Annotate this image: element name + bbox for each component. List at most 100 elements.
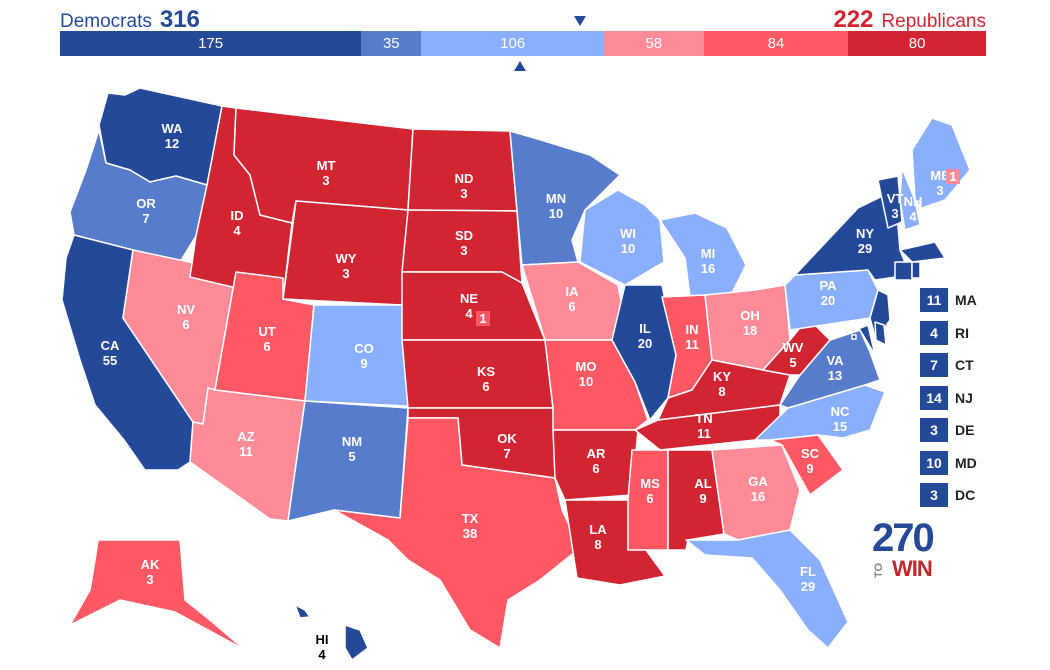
state-ev-ok: 7	[503, 446, 510, 461]
state-label-mt: MT	[317, 158, 336, 173]
state-label-ny: NY	[856, 226, 874, 241]
state-ev-nm: 5	[348, 449, 355, 464]
state-fl[interactable]	[685, 529, 849, 649]
small-state-ev: 7	[920, 353, 948, 377]
state-label-wy: WY	[336, 251, 357, 266]
state-ri[interactable]	[911, 261, 921, 279]
democrats-total: Democrats 316	[60, 6, 200, 34]
state-label-nh: NH	[904, 194, 923, 209]
270towin-logo: 270 TO WIN	[872, 518, 944, 582]
state-ev-fl: 29	[801, 579, 815, 594]
small-state-abbr: RI	[955, 324, 969, 341]
state-label-ok: OK	[497, 431, 517, 446]
small-state-ma[interactable]: 11 MA	[920, 288, 977, 312]
state-ev-mi: 16	[701, 261, 715, 276]
state-tx[interactable]	[333, 417, 581, 649]
republicans-total: 222 Republicans	[833, 6, 986, 34]
small-state-ct[interactable]: 7 CT	[920, 353, 974, 377]
state-hi[interactable]	[294, 604, 311, 619]
state-ev-wv: 5	[789, 355, 796, 370]
state-ev-ks: 6	[482, 379, 489, 394]
small-state-ev: 3	[920, 418, 948, 442]
district-box-me[interactable]	[946, 169, 960, 184]
state-ev-ky: 8	[718, 384, 725, 399]
state-label-wa: WA	[162, 121, 184, 136]
small-state-abbr: DE	[955, 422, 975, 438]
state-label-nc: NC	[831, 404, 850, 419]
state-label-sd: SD	[455, 228, 473, 243]
state-nh[interactable]	[899, 167, 921, 231]
state-hi[interactable]	[344, 624, 369, 661]
state-ev-ak: 3	[146, 572, 153, 587]
state-ev-mt: 3	[322, 173, 329, 188]
state-label-tn: TN	[695, 411, 712, 426]
header: Democrats 316 222 Republicans	[60, 2, 986, 34]
state-label-mi: MI	[701, 246, 715, 261]
state-me[interactable]	[911, 117, 971, 209]
state-label-va: VA	[826, 353, 844, 368]
district-box-label: 1	[949, 169, 956, 184]
state-label-id: ID	[231, 208, 244, 223]
state-label-nm: NM	[342, 434, 362, 449]
district-box-ne[interactable]	[476, 311, 490, 326]
state-ev-ut: 6	[263, 339, 270, 354]
state-ev-ny: 29	[858, 241, 872, 256]
state-label-ms: MS	[640, 476, 660, 491]
state-label-hi: HI	[316, 632, 329, 647]
state-label-co: CO	[354, 341, 374, 356]
state-ma[interactable]	[899, 241, 946, 263]
state-ct[interactable]	[894, 261, 913, 281]
state-label-me: ME	[930, 168, 950, 183]
state-de[interactable]	[874, 321, 887, 346]
state-ev-va: 13	[828, 368, 842, 383]
state-ev-nc: 15	[833, 419, 847, 434]
state-label-nd: ND	[455, 171, 474, 186]
state-label-az: AZ	[237, 429, 254, 444]
state-ms[interactable]	[627, 449, 669, 551]
small-state-abbr: DC	[955, 487, 976, 503]
state-ne[interactable]	[401, 271, 546, 341]
district-box-label: 1	[479, 311, 486, 326]
bar-segment: 106	[421, 31, 604, 56]
state-ev-nh: 4	[909, 209, 917, 224]
state-label-ut: UT	[258, 324, 275, 339]
state-ev-il: 20	[638, 336, 652, 351]
state-wi[interactable]	[579, 189, 665, 286]
small-state-md[interactable]: 10 MD	[920, 450, 977, 475]
state-ev-la: 8	[594, 537, 601, 552]
state-ev-oh: 18	[743, 323, 757, 338]
small-state-ri[interactable]: 4 RI	[920, 320, 969, 345]
state-ak[interactable]	[69, 539, 246, 651]
state-ev-tx: 38	[463, 526, 477, 541]
state-ev-wa: 12	[165, 136, 179, 151]
state-label-nv: NV	[177, 302, 195, 317]
small-state-nj[interactable]: 14 NJ	[920, 385, 973, 410]
state-vt[interactable]	[877, 175, 903, 229]
state-ev-or: 7	[142, 211, 149, 226]
bar-segment: 58	[603, 31, 704, 56]
state-ev-in: 11	[685, 337, 699, 352]
state-label-in: IN	[686, 322, 699, 337]
small-state-de[interactable]: 3 DE	[920, 418, 974, 442]
state-mi[interactable]	[659, 212, 747, 298]
small-state-abbr: MA	[955, 292, 977, 308]
state-ar[interactable]	[552, 429, 639, 501]
state-label-ne: NE	[460, 291, 478, 306]
bar-segment: 35	[361, 31, 422, 56]
state-ev-ne: 4	[465, 306, 473, 321]
state-label-wi: WI	[620, 226, 636, 241]
state-label-oh: OH	[740, 308, 760, 323]
small-state-dc[interactable]: 3 DC	[920, 483, 975, 507]
state-label-vt: VT	[887, 191, 904, 206]
state-dc[interactable]	[851, 334, 857, 340]
republicans-label: Republicans	[881, 11, 986, 32]
state-ev-sd: 3	[460, 243, 467, 258]
state-ev-ia: 6	[568, 299, 575, 314]
state-md[interactable]	[829, 324, 876, 356]
small-state-ev: 3	[920, 483, 948, 507]
small-state-ev: 11	[920, 288, 948, 312]
state-label-al: AL	[694, 476, 711, 491]
state-ev-vt: 3	[891, 206, 898, 221]
logo-270: 270	[872, 516, 935, 560]
democrats-ev-count: 316	[159, 6, 200, 33]
